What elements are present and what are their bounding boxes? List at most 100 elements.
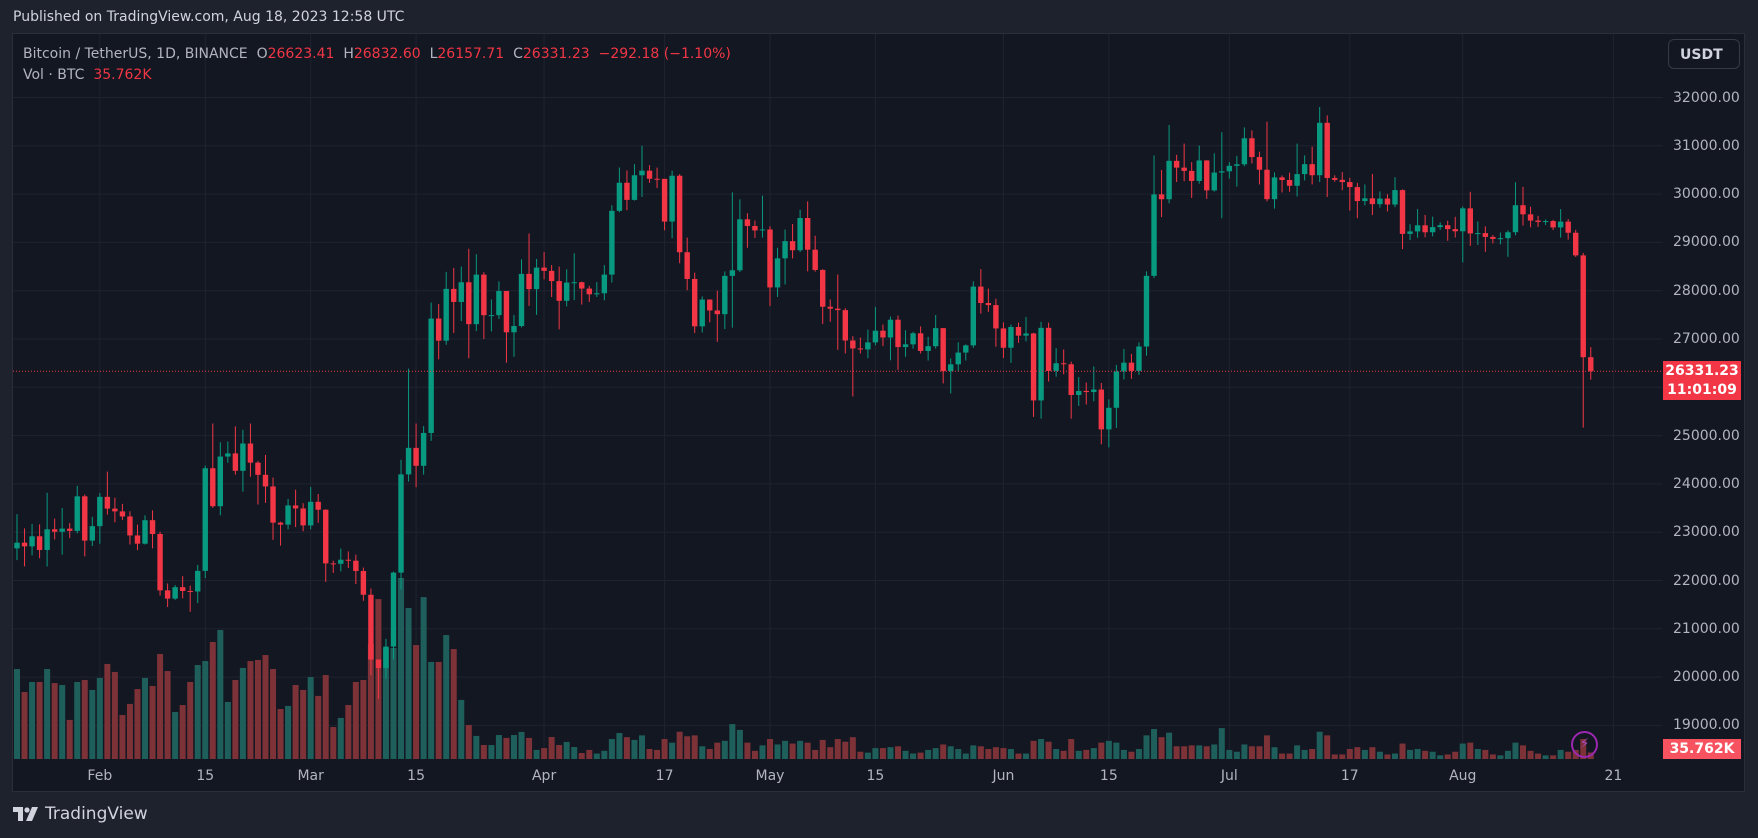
candle-body <box>872 330 879 343</box>
volume-bar <box>473 735 480 759</box>
candle-body <box>1490 236 1496 239</box>
high-label: H <box>343 46 354 62</box>
candle-body <box>277 522 284 525</box>
volume-bar <box>864 752 871 759</box>
volume-bar <box>654 749 661 759</box>
volume-bar <box>977 746 984 759</box>
candle-body <box>1219 171 1225 173</box>
candle-body <box>1354 187 1361 202</box>
candle-body <box>1158 194 1165 200</box>
volume-bar <box>458 699 465 759</box>
time-tick-label: 17 <box>655 768 674 784</box>
volume-bar <box>1143 735 1150 759</box>
published-caption: Published on TradingView.com, Aug 18, 20… <box>13 9 405 25</box>
volume-bar <box>157 653 164 759</box>
candle-body <box>1535 220 1541 222</box>
volume-bar <box>337 717 344 759</box>
symbol-title[interactable]: Bitcoin / TetherUS, 1D, BINANCE <box>23 46 248 62</box>
candle-body <box>383 646 389 669</box>
candle-body <box>978 286 984 304</box>
candle-body <box>179 587 186 591</box>
candle-body <box>240 443 246 471</box>
candle-body <box>315 501 321 510</box>
candle-body <box>1279 177 1285 180</box>
close-label: C <box>513 46 523 62</box>
volume-label[interactable]: Vol · BTC <box>23 67 85 83</box>
volume-bar <box>36 681 43 759</box>
candle-body <box>925 346 931 351</box>
volume-bar <box>827 747 834 759</box>
volume-bar <box>1497 755 1504 759</box>
open-value: 26623.41 <box>267 46 335 62</box>
volume-bar <box>1279 753 1286 759</box>
volume-bar <box>1233 751 1240 759</box>
candle-body <box>307 501 314 526</box>
volume-bar <box>578 753 585 759</box>
candle-body <box>601 274 608 294</box>
volume-bar <box>450 649 457 759</box>
volume-bar <box>1045 741 1052 759</box>
candle-body <box>1106 407 1112 430</box>
volume-bar <box>857 751 864 759</box>
volume-bar <box>262 655 269 759</box>
candle-body <box>631 175 638 200</box>
volume-bar <box>1113 742 1120 759</box>
volume-bar <box>390 647 397 759</box>
candle-body <box>1045 327 1052 371</box>
volume-bar <box>126 703 133 759</box>
volume-bar <box>1346 749 1353 759</box>
candle-body <box>865 342 871 350</box>
candle-body <box>1166 160 1172 200</box>
candle-body <box>1580 255 1586 358</box>
volume-bar <box>518 731 525 759</box>
candle-body <box>744 219 751 226</box>
volume-bar <box>699 746 706 759</box>
chart-frame <box>12 33 1745 792</box>
footer-brand[interactable]: TradingView <box>13 804 148 824</box>
candle-body <box>1136 346 1142 371</box>
volume-bar <box>495 735 502 759</box>
volume-bar <box>1482 749 1489 759</box>
volume-bar <box>691 735 698 759</box>
candle-body <box>1008 326 1014 348</box>
volume-bar <box>254 659 261 759</box>
volume-bar <box>1158 737 1165 759</box>
candle-body <box>707 299 713 311</box>
lightning-bolt-icon[interactable]: ⚡ <box>1571 731 1598 758</box>
volume-bar <box>1196 745 1203 759</box>
tradingview-logo-icon <box>13 807 38 821</box>
candle-body <box>496 290 502 316</box>
volume-bar <box>895 746 902 759</box>
candle-body <box>360 570 367 595</box>
candle-body <box>1196 160 1202 181</box>
volume-bar <box>721 740 728 759</box>
candle-body <box>390 572 397 647</box>
volume-bar <box>1128 751 1135 759</box>
currency-button[interactable]: USDT <box>1668 39 1740 69</box>
candle-body <box>857 348 864 350</box>
candle-body <box>1030 333 1037 401</box>
candle-body <box>586 288 592 295</box>
candle-body <box>1204 160 1210 191</box>
candle-body <box>345 559 352 561</box>
volume-bar <box>1181 746 1188 759</box>
volume-bar <box>398 578 405 759</box>
candle-body <box>458 282 464 302</box>
volume-bar <box>1459 743 1466 759</box>
volume-bar <box>1512 742 1519 759</box>
volume-bar <box>601 750 608 759</box>
volume-bar <box>292 685 299 759</box>
volume-bar <box>413 645 420 759</box>
candle-body <box>97 496 103 527</box>
change-value: −292.18 (−1.10%) <box>598 46 731 62</box>
time-tick-label: Mar <box>297 768 324 784</box>
volume-bar <box>797 740 804 759</box>
ohlc-row: Bitcoin / TetherUS, 1D, BINANCE O26623.4… <box>23 44 731 65</box>
volume-bar <box>1316 731 1323 759</box>
candle-body <box>1091 389 1097 393</box>
price-tick-label: 20000.00 <box>1673 669 1740 686</box>
volume-bar <box>593 753 600 759</box>
volume-bar <box>1384 754 1391 759</box>
candle-body <box>398 474 404 573</box>
